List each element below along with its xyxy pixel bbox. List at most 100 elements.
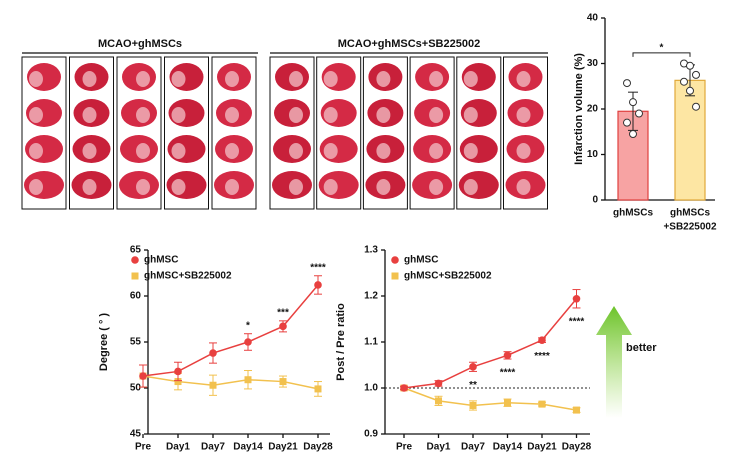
series-line [142, 375, 319, 390]
legend-marker [391, 272, 399, 280]
lesion [29, 107, 43, 123]
y-tick-label: 0.9 [364, 429, 378, 440]
lesion [171, 107, 186, 123]
data-point [572, 294, 581, 303]
legend-label: ghMSC [144, 255, 178, 266]
x-tick-label: Day14 [493, 442, 523, 453]
x-tick-label: Day1 [427, 442, 451, 453]
x-tick-label: Day7 [461, 442, 485, 453]
data-point [504, 399, 511, 407]
panel-label: MCAO+ghMSCs+SB225002 [338, 38, 480, 50]
data-point [692, 102, 700, 111]
y-tick-label: 50 [130, 383, 142, 394]
legend-label: ghMSC+SB225002 [144, 271, 232, 282]
lesion [463, 71, 478, 87]
data-point [692, 70, 700, 79]
y-axis-label: Infarction volume (%) [573, 53, 585, 165]
data-point [174, 367, 182, 376]
y-tick-label: 65 [130, 245, 142, 256]
lesion [289, 107, 303, 123]
data-point [538, 336, 546, 344]
lesion [289, 143, 303, 159]
y-axis-label: Post / Pre ratio [335, 303, 347, 381]
lesion [323, 71, 338, 87]
y-tick-label: 60 [130, 291, 142, 302]
data-point [573, 406, 580, 414]
x-tick-label: Day28 [303, 442, 333, 453]
x-tick-label: Day1 [166, 442, 190, 453]
lesion [82, 107, 97, 123]
y-tick-label: 10 [587, 149, 599, 160]
data-point [209, 349, 217, 357]
data-point [139, 372, 147, 380]
lesion [225, 107, 239, 123]
lesion [323, 107, 338, 123]
lesion [225, 179, 239, 195]
lesion [516, 179, 531, 195]
data-point [686, 61, 694, 70]
lesion [225, 143, 239, 159]
data-point [629, 98, 637, 107]
data-point [434, 379, 443, 388]
lesion [516, 143, 531, 159]
significance-label: **** [569, 317, 585, 328]
data-point [400, 384, 408, 392]
data-point [314, 281, 322, 289]
y-tick-label: 0 [592, 195, 598, 206]
data-point [623, 118, 631, 127]
x-tick-label: +SB225002 [663, 222, 717, 233]
lesion [82, 71, 97, 87]
lesion [82, 179, 97, 195]
y-axis-label: Degree ( ° ) [98, 313, 110, 372]
lesion [376, 71, 391, 87]
x-tick-label: Day7 [201, 442, 225, 453]
data-point [469, 401, 477, 409]
better-arrow [596, 306, 632, 418]
lesion [29, 71, 43, 87]
legend-label: ghMSC [404, 255, 438, 266]
lesion [136, 143, 150, 159]
y-tick-label: 40 [587, 13, 599, 24]
legend-marker [131, 272, 139, 280]
y-tick-label: 45 [130, 429, 142, 440]
significance-label: ** [469, 380, 477, 391]
data-point [314, 385, 322, 393]
data-point [435, 397, 442, 405]
data-point [209, 381, 217, 389]
legend-label: ghMSC+SB225002 [404, 271, 492, 282]
significance-label: *** [277, 307, 289, 318]
lesion [82, 143, 97, 159]
data-point [244, 338, 252, 346]
lesion [29, 143, 43, 159]
y-tick-label: 1.0 [364, 383, 378, 394]
x-tick-label: Day28 [562, 442, 592, 453]
lesion [136, 71, 150, 87]
data-point [680, 77, 688, 86]
y-tick-label: 20 [587, 104, 599, 115]
lesion [289, 71, 303, 87]
lesion [171, 143, 186, 159]
lesion [171, 179, 186, 195]
lesion [171, 71, 186, 87]
legend-marker [391, 256, 399, 264]
lesion [323, 143, 338, 159]
data-point [503, 351, 512, 360]
series-line [142, 284, 319, 377]
significance-label: **** [310, 262, 326, 273]
lesion [516, 71, 531, 87]
lesion [429, 107, 444, 123]
y-tick-label: 30 [587, 58, 599, 69]
x-tick-label: Day21 [268, 442, 298, 453]
significance-label: * [660, 43, 664, 54]
lesion [323, 179, 338, 195]
series-line [403, 298, 578, 389]
data-point [635, 109, 643, 118]
lesion [463, 107, 478, 123]
data-point [538, 400, 546, 408]
data-point [469, 363, 477, 371]
x-tick-label: Pre [396, 442, 413, 453]
lesion [429, 179, 444, 195]
data-point [279, 378, 287, 386]
lesion [136, 107, 150, 123]
significance-label: **** [534, 351, 550, 362]
